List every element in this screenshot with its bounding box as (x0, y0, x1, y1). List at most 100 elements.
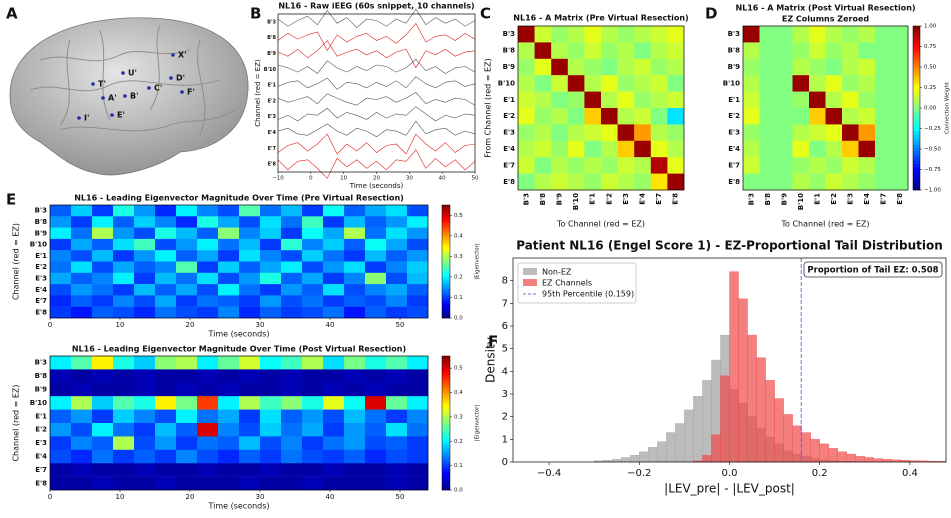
heatmap-cell (134, 205, 156, 217)
heatmap-cell (113, 284, 135, 296)
y-tick-label: B'10 (723, 79, 740, 87)
matrix-cell (792, 173, 810, 191)
heatmap-cell (197, 369, 219, 383)
x-tick-label: −0.2 (627, 468, 651, 479)
heatmap-cell (365, 295, 387, 307)
colorbar-tick-label: 0.3 (454, 414, 463, 420)
x-axis-label: |LEV_pre| - |LEV_post| (664, 482, 795, 496)
matrix-cell (551, 140, 568, 158)
matrix-cell (551, 26, 568, 43)
heatmap-cell (113, 306, 135, 319)
heatmap-cell (71, 436, 93, 450)
matrix-cell (875, 173, 892, 191)
heatmap-cell (218, 449, 240, 464)
heatmap-cell (344, 356, 366, 370)
matrix-cell (743, 42, 760, 59)
matrix-cell (809, 173, 826, 191)
matrix-cell (634, 108, 651, 125)
x-tick-label: B'8 (539, 193, 547, 205)
heatmap-cell (176, 284, 198, 296)
heatmap-cell (134, 272, 156, 285)
colorbar-segment (913, 32, 920, 37)
panel-letter: C (480, 5, 491, 23)
matrix-cell (534, 124, 552, 141)
channel-label: E'8 (268, 162, 277, 168)
matrix-cell (551, 42, 568, 59)
heatmap-cell (197, 272, 219, 285)
channel-label: E'4 (268, 130, 277, 136)
heatmap-cell (344, 250, 366, 262)
heatmap-cell (197, 306, 219, 319)
matrix-cell (534, 173, 552, 191)
colorbar-segment (442, 238, 450, 242)
colorbar-segment (442, 479, 450, 483)
annotation: Proportion of Tail EZ: 0.508 (807, 266, 938, 276)
chart-title: Patient NL16 (Engel Score 1) - EZ-Propor… (516, 239, 943, 253)
y-tick-label: 4 (502, 366, 508, 377)
histogram-bar (801, 432, 811, 463)
heatmap-cell (407, 250, 429, 262)
heatmap-cell (218, 216, 240, 228)
histogram-bar (855, 456, 865, 463)
matrix-cell (667, 140, 685, 158)
heatmap-cell (92, 356, 114, 370)
legend-label: EZ Channels (542, 279, 592, 288)
heatmap-cell (176, 396, 198, 410)
heatmap-cell (218, 227, 240, 240)
colorbar-segment (913, 114, 920, 119)
heatmap-cell (281, 227, 303, 240)
electrode (169, 76, 173, 80)
y-tick-label: E'7 (503, 161, 515, 169)
heatmap-cell (281, 295, 303, 307)
colorbar-tick-label: 0.3 (454, 254, 463, 260)
colorbar-segment (442, 229, 450, 233)
heatmap-cell (134, 463, 156, 477)
heatmap-cell (155, 369, 177, 383)
heatmap-cell (407, 396, 429, 410)
chart-title: NL16 - Leading Eigenvector Magnitude Ove… (72, 345, 406, 354)
matrix-cell (534, 91, 552, 109)
y-tick-label: E'4 (728, 145, 740, 153)
heatmap-cell (134, 476, 156, 491)
heatmap-cell (365, 396, 387, 410)
colorbar-segment (442, 261, 450, 265)
heatmap-cell (176, 436, 198, 450)
heatmap-cell (155, 284, 177, 296)
colorbar-tick-label: 0.1 (454, 463, 463, 469)
heatmap-cell (281, 369, 303, 383)
x-axis-label: Time (seconds) (349, 182, 404, 190)
colorbar-segment (442, 207, 450, 210)
colorbar-segment (442, 385, 450, 389)
heatmap-cell (407, 356, 429, 370)
colorbar-segment (442, 284, 450, 287)
colorbar-segment (913, 68, 920, 73)
x-tick-label: E'4 (639, 193, 647, 205)
matrix-cell (792, 75, 810, 92)
matrix-cell (518, 108, 535, 125)
panel-letter: D (705, 5, 717, 23)
heatmap-cell (302, 238, 324, 251)
heatmap-cell (92, 449, 114, 464)
matrix-cell (825, 58, 843, 76)
heatmap-cell (71, 238, 93, 251)
heatmap-cell (50, 396, 72, 410)
heatmap-cell (302, 382, 324, 397)
heatmap-cell (197, 423, 219, 437)
colorbar-label: |Eigenvector| (475, 405, 481, 442)
heatmap-cell (302, 396, 324, 410)
matrix-cell (776, 26, 793, 43)
heatmap-cell (71, 409, 93, 424)
colorbar-segment (913, 88, 920, 92)
heatmap-cell (239, 382, 261, 397)
x-tick-label: 20 (186, 321, 195, 329)
matrix-cell (743, 26, 760, 43)
matrix-cell (584, 173, 602, 191)
heatmap-cell (176, 238, 198, 251)
heatmap-cell (197, 250, 219, 262)
y-tick-label: B'3 (35, 207, 47, 215)
electrode-label: D' (176, 74, 185, 83)
colorbar-tick-label: 0.5 (454, 366, 463, 372)
heatmap-cell (155, 382, 177, 397)
heatmap-cell (260, 356, 282, 370)
